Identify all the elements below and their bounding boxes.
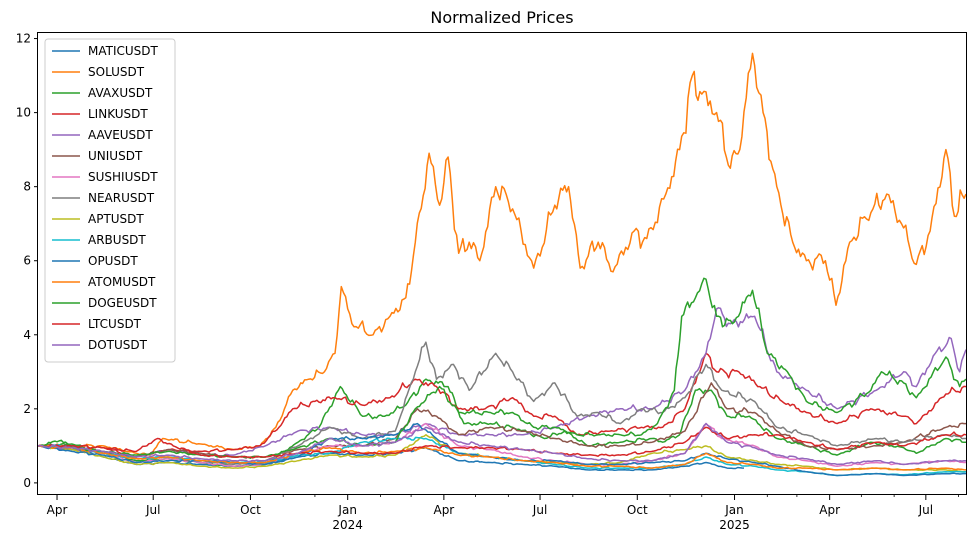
y-tick-label: 8 — [23, 180, 31, 194]
legend-label-dogeusdt: DOGEUSDT — [88, 296, 157, 310]
legend-label-avaxusdt: AVAXUSDT — [88, 86, 153, 100]
legend: MATICUSDT SOLUSDT AVAXUSDT LINKUSDT AAVEUSDT… — [44, 38, 176, 363]
legend-label-arbusdt: ARBUSDT — [88, 233, 146, 247]
series-line-linkusdt — [37, 352, 967, 458]
legend-label-maticusdt: MATICUSDT — [88, 44, 159, 58]
y-tick-label: 12 — [16, 32, 31, 46]
x-tick-label: Jul — [145, 503, 160, 517]
x-tick-label: Oct — [627, 503, 648, 517]
legend-label-aptusdt: APTUSDT — [88, 212, 144, 226]
chart-title: Normalized Prices — [430, 8, 573, 27]
x-tick-label: Oct — [240, 503, 261, 517]
legend-label-ltcusdt: LTCUSDT — [88, 317, 142, 331]
series-line-dotusdt — [37, 422, 966, 466]
x-tick-label: Apr — [433, 503, 454, 517]
series-line-ltcusdt — [37, 426, 967, 459]
legend-label-solusdt: SOLUSDT — [88, 65, 145, 79]
x-tick-label: Jul — [918, 503, 933, 517]
plot-frame — [37, 32, 967, 495]
series-line-dogeusdt — [37, 277, 967, 459]
legend-label-nearusdt: NEARUSDT — [88, 191, 155, 205]
legend-label-linkusdt: LINKUSDT — [88, 107, 148, 121]
legend-label-atomusdt: ATOMUSDT — [88, 275, 156, 289]
legend-label-dotusdt: DOTUSDT — [88, 338, 148, 352]
series-layer — [37, 52, 967, 477]
x-tick-label: Apr — [47, 503, 68, 517]
y-tick-label: 6 — [23, 254, 31, 268]
y-tick-label: 0 — [23, 476, 31, 490]
legend-label-sushiusdt: SUSHIUSDT — [88, 170, 158, 184]
x-tick-label: Jan — [724, 503, 744, 517]
x-tick-label: Apr — [819, 503, 840, 517]
series-line-opusdt — [37, 422, 967, 477]
legend-label-uniusdt: UNIUSDT — [88, 149, 143, 163]
x-tick-label: Jul — [532, 503, 547, 517]
series-line-aaveusdt — [37, 307, 967, 458]
series-line-solusdt — [37, 52, 967, 456]
y-tick-label: 4 — [23, 328, 31, 342]
legend-label-aaveusdt: AAVEUSDT — [88, 128, 153, 142]
x-tick-year-label: 2025 — [719, 518, 750, 532]
y-tick-label: 10 — [16, 106, 31, 120]
x-tick-year-label: 2024 — [332, 518, 363, 532]
x-tick-label: Jan — [337, 503, 357, 517]
series-line-sushiusdt — [37, 422, 966, 468]
y-tick-label: 2 — [23, 402, 31, 416]
legend-label-opusdt: OPUSDT — [88, 254, 138, 268]
